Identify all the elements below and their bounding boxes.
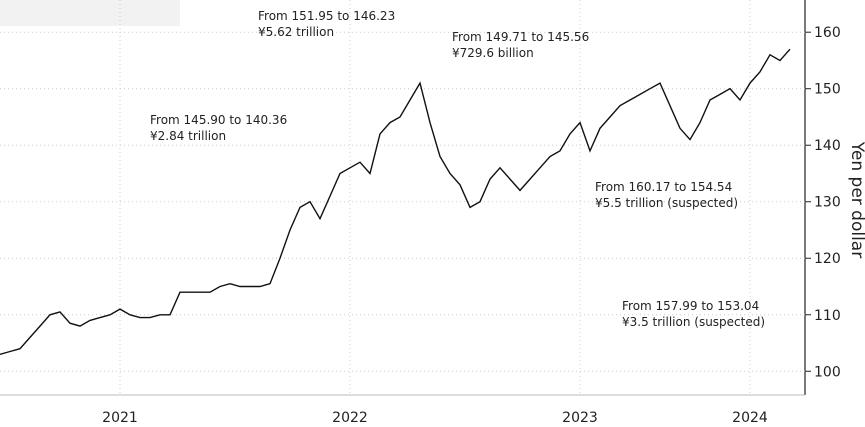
price-line <box>0 48 791 355</box>
annotation: ¥5.5 trillion (suspected) <box>595 196 738 210</box>
annotation: From 145.90 to 140.36 <box>150 113 287 127</box>
annotation: ¥5.62 trillion <box>258 25 334 39</box>
x-tick-label: 2024 <box>732 410 768 426</box>
y-tick-label: 160 <box>814 25 841 41</box>
annotation: From 160.17 to 154.54 <box>595 180 732 194</box>
y-tick-label: 130 <box>814 195 841 211</box>
x-tick-label: 2022 <box>332 410 368 426</box>
y-tick-label: 150 <box>814 82 841 98</box>
y-axis-title: Yen per dollar <box>847 141 865 258</box>
y-tick-label: 100 <box>814 364 841 380</box>
y-tick-label: 110 <box>814 308 841 324</box>
y-tick-label: 120 <box>814 251 841 267</box>
x-tick-label: 2023 <box>562 410 598 426</box>
annotation: ¥729.6 billion <box>452 46 534 60</box>
annotation: From 157.99 to 153.04 <box>622 299 759 313</box>
annotation: From 149.71 to 145.56 <box>452 30 589 44</box>
toolbar-box <box>0 0 180 26</box>
annotation: ¥3.5 trillion (suspected) <box>622 315 765 329</box>
annotation: From 151.95 to 146.23 <box>258 9 395 23</box>
y-tick-label: 140 <box>814 138 841 154</box>
annotation: ¥2.84 trillion <box>150 129 226 143</box>
x-tick-label: 2021 <box>102 410 138 426</box>
